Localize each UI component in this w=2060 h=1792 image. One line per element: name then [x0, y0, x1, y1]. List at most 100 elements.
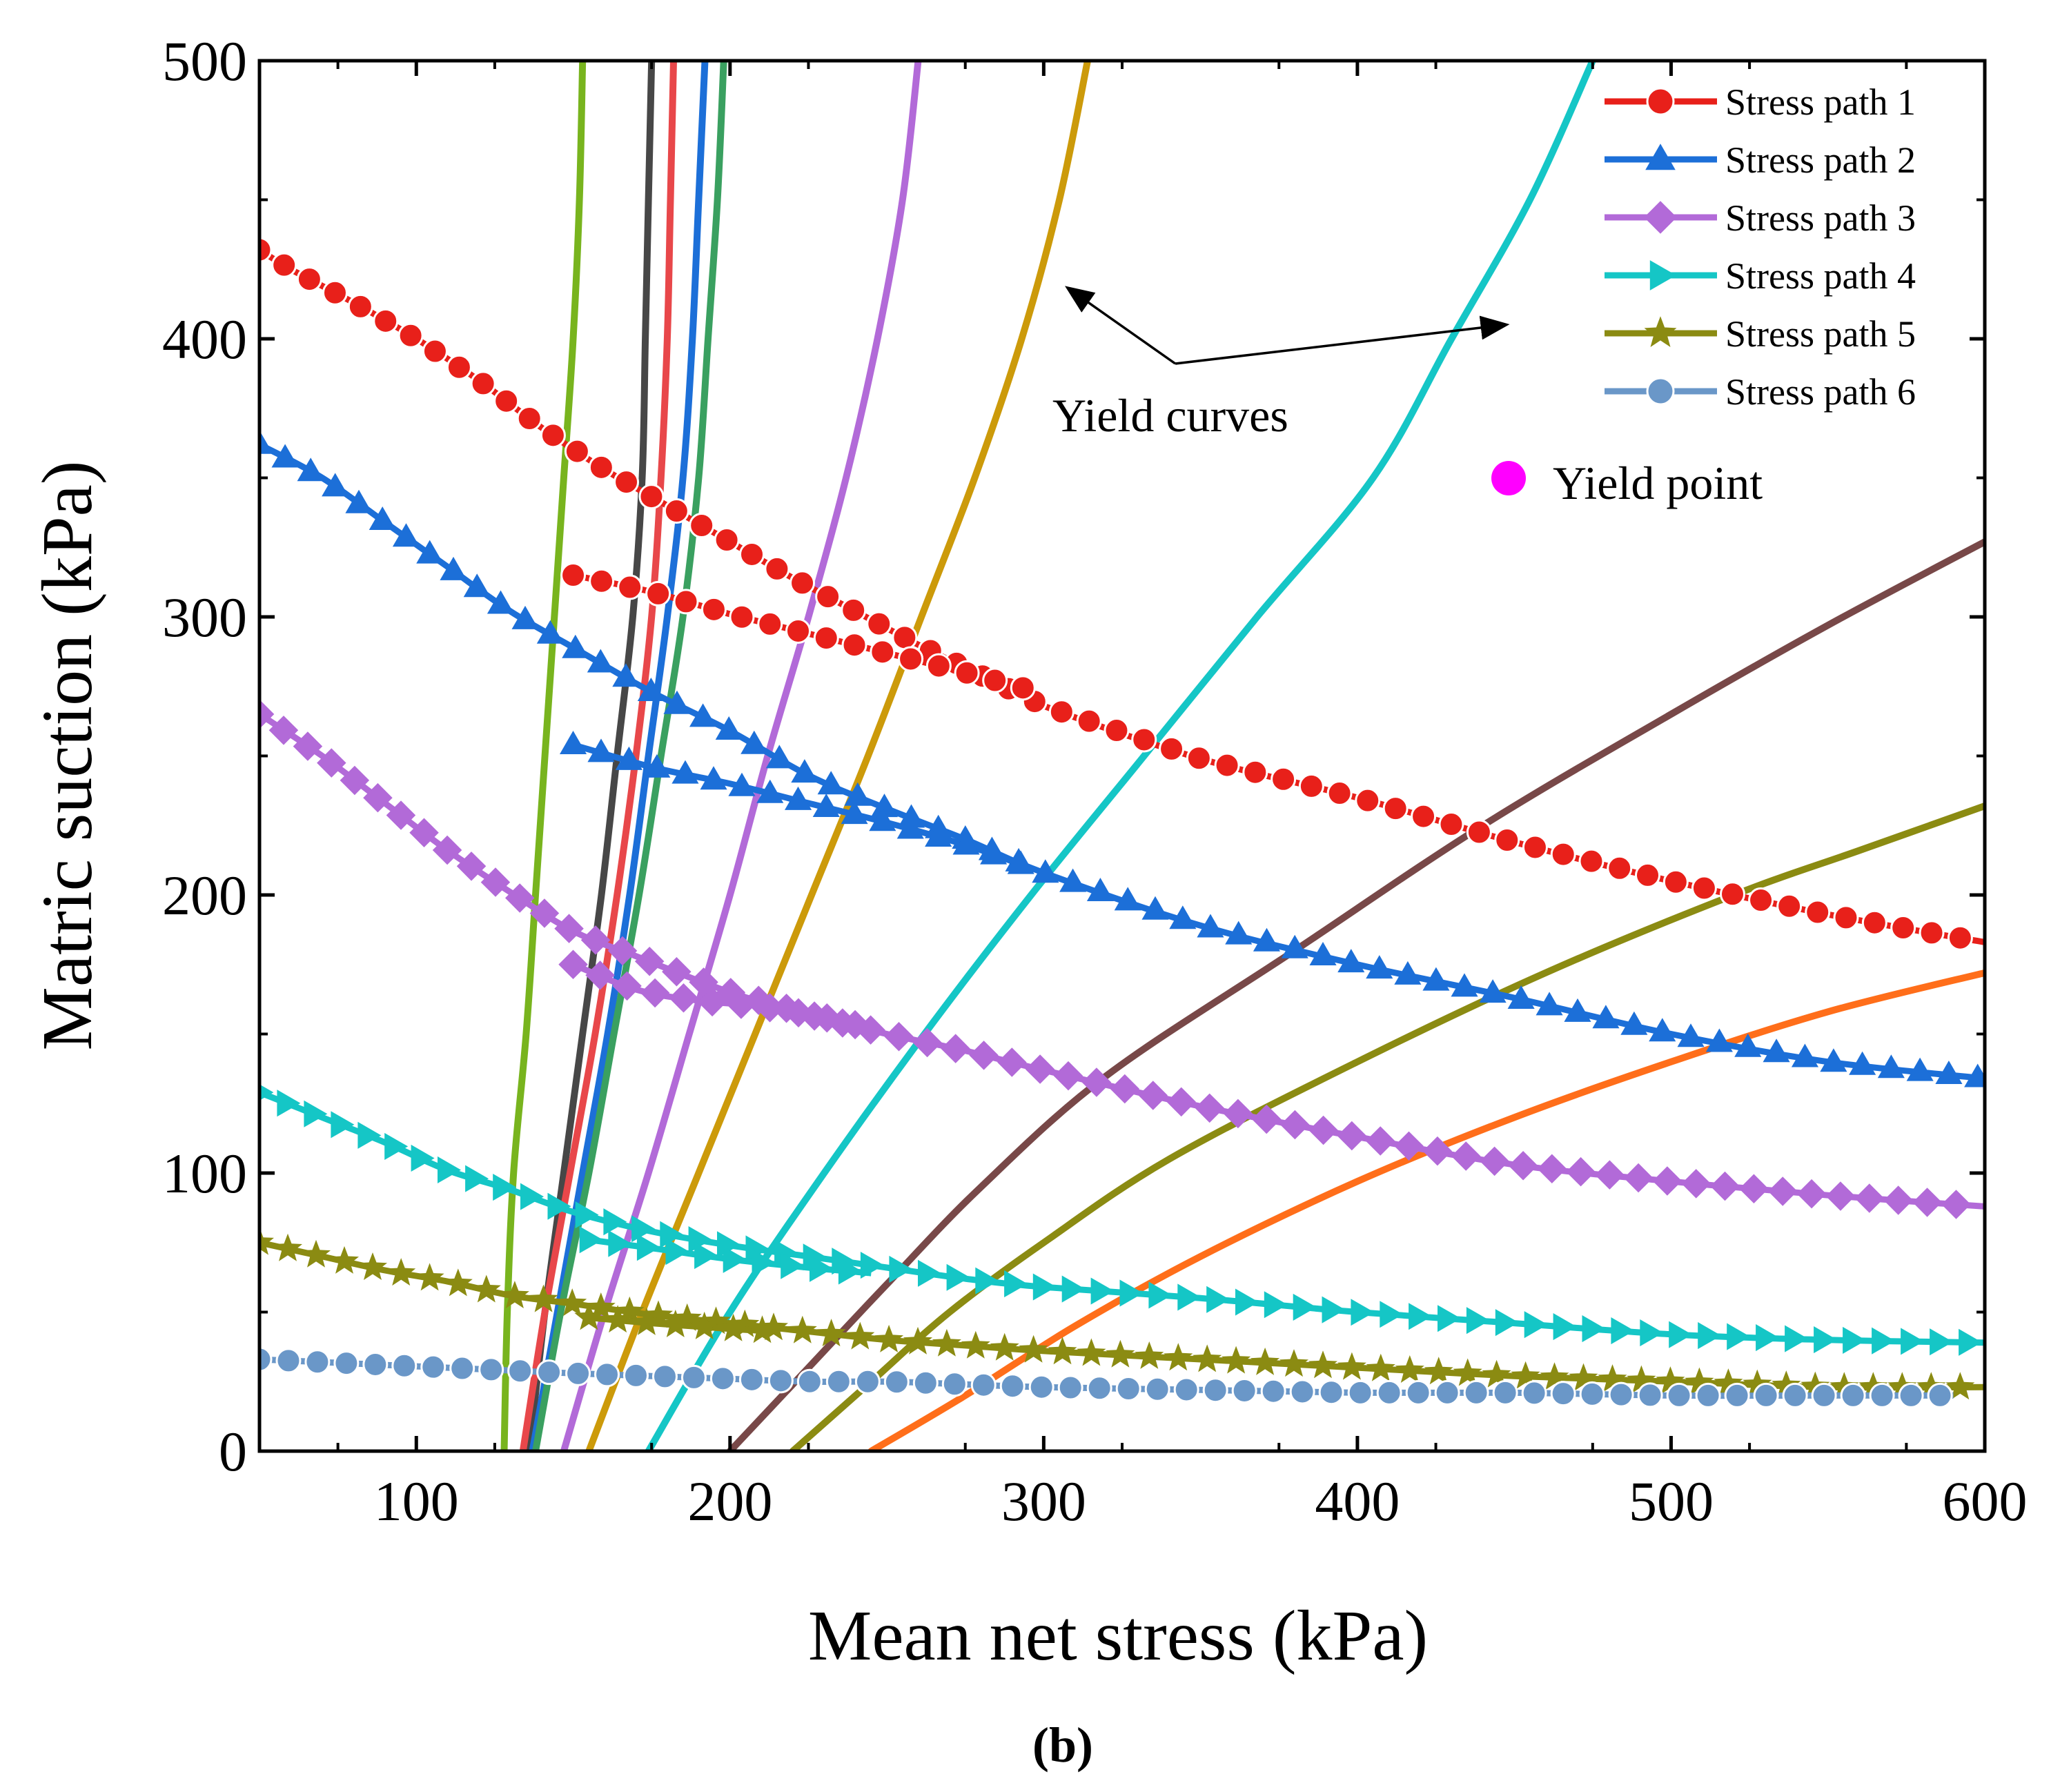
yield-point-label: Yield point — [1553, 457, 1763, 509]
point-stress-path-3 — [755, 993, 785, 1023]
point-stress-path-5 — [1164, 1343, 1193, 1371]
point-stress-path-2 — [1649, 1018, 1676, 1042]
point-stress-path-1 — [1776, 893, 1803, 919]
point-stress-path-1 — [789, 570, 816, 596]
point-stress-path-2 — [756, 779, 784, 803]
point-stress-path-5 — [1308, 1350, 1337, 1379]
point-stress-path-6 — [333, 1350, 360, 1377]
point-stress-path-6 — [1724, 1382, 1750, 1408]
point-stress-path-4 — [1814, 1326, 1838, 1354]
point-stress-path-1 — [373, 308, 399, 334]
point-stress-path-2 — [1763, 1038, 1790, 1063]
legend-marker — [1649, 260, 1676, 291]
point-stress-path-2 — [1536, 992, 1563, 1016]
series-stress-path-5 — [259, 1227, 1985, 1400]
point-stress-path-3 — [1595, 1160, 1625, 1190]
point-stress-path-4 — [1930, 1328, 1954, 1356]
point-stress-path-6 — [536, 1359, 562, 1386]
point-stress-path-4 — [717, 1231, 740, 1259]
yield-curve-7 — [585, 61, 1091, 1451]
point-stress-path-1 — [1662, 869, 1689, 895]
point-stress-path-2 — [587, 649, 614, 673]
point-stress-path-4 — [547, 1192, 571, 1220]
point-stress-path-5 — [718, 1313, 748, 1341]
point-stress-path-3 — [612, 971, 642, 1001]
point-stress-path-6 — [1492, 1379, 1518, 1406]
point-stress-path-1 — [841, 632, 867, 658]
point-stress-path-1 — [982, 667, 1008, 693]
yield-curves-arrow — [1065, 286, 1177, 365]
point-stress-path-1 — [560, 562, 587, 589]
point-stress-path-1 — [1691, 875, 1717, 901]
point-stress-path-2 — [643, 754, 671, 778]
point-stress-path-4 — [1148, 1281, 1173, 1309]
yield-curve-3 — [519, 61, 677, 1451]
point-stress-path-2 — [952, 831, 980, 855]
point-stress-path-5 — [529, 1284, 558, 1312]
point-stress-path-4 — [357, 1121, 382, 1149]
point-stress-path-5 — [701, 1306, 731, 1335]
point-stress-path-5 — [689, 1311, 719, 1339]
point-stress-path-2 — [271, 444, 299, 468]
point-stress-path-3 — [505, 883, 535, 913]
point-stress-path-5 — [816, 1319, 846, 1347]
point-stress-path-6 — [1898, 1382, 1924, 1408]
point-stress-path-6 — [594, 1361, 620, 1388]
point-stress-path-6 — [999, 1373, 1026, 1399]
point-stress-path-2 — [1197, 914, 1224, 938]
point-stress-path-2 — [1451, 973, 1478, 997]
point-stress-path-2 — [1281, 934, 1308, 958]
point-stress-path-2 — [1253, 927, 1280, 952]
point-stress-path-6 — [275, 1348, 302, 1374]
point-stress-path-5 — [845, 1321, 875, 1350]
point-stress-path-3 — [1394, 1131, 1424, 1161]
legend-label: Stress path 1 — [1725, 81, 1916, 123]
point-stress-path-4 — [304, 1100, 328, 1128]
point-stress-path-6 — [1608, 1381, 1634, 1408]
point-stress-path-2 — [785, 786, 812, 810]
legend-item-stress-path-6: Stress path 6 — [1605, 371, 1916, 413]
yield-curve-9 — [726, 538, 1985, 1451]
point-stress-path-4 — [1090, 1277, 1115, 1305]
point-stress-path-6 — [680, 1364, 707, 1390]
legend: Stress path 1 Stress path 2 Stress path 3 S… — [1605, 81, 1916, 413]
point-stress-path-1 — [259, 237, 273, 263]
point-stress-path-5 — [787, 1315, 817, 1343]
point-stress-path-1 — [1522, 834, 1548, 860]
point-stress-path-6 — [970, 1372, 997, 1398]
point-stress-path-3 — [1195, 1093, 1224, 1123]
point-stress-path-3 — [1681, 1169, 1711, 1199]
point-stress-path-1 — [1466, 819, 1492, 845]
point-stress-path-6 — [1405, 1379, 1431, 1406]
point-stress-path-4 — [1264, 1291, 1288, 1319]
point-stress-path-4 — [1901, 1328, 1925, 1355]
point-stress-path-3 — [884, 1022, 914, 1052]
point-stress-path-1 — [1494, 827, 1520, 853]
point-stress-path-4 — [1380, 1301, 1404, 1328]
point-stress-path-2 — [841, 800, 868, 825]
point-stress-path-4 — [1177, 1283, 1201, 1311]
point-stress-path-1 — [815, 584, 841, 610]
legend-label: Stress path 4 — [1725, 255, 1916, 297]
legend-label: Stress path 3 — [1725, 197, 1916, 239]
point-stress-path-1 — [1635, 862, 1661, 888]
point-stress-path-2 — [812, 794, 840, 817]
point-stress-path-2 — [1422, 967, 1450, 991]
point-stress-path-6 — [1028, 1374, 1054, 1400]
x-tick-label: 500 — [1629, 1470, 1714, 1533]
point-stress-path-4 — [1466, 1307, 1490, 1335]
point-stress-path-3 — [1280, 1110, 1310, 1140]
point-stress-path-3 — [1537, 1154, 1567, 1183]
point-stress-path-4 — [1756, 1324, 1780, 1352]
point-stress-path-6 — [1086, 1375, 1112, 1401]
yield-curve-10 — [789, 803, 1985, 1451]
point-stress-path-5 — [358, 1252, 387, 1280]
point-stress-path-5 — [1540, 1362, 1569, 1390]
point-stress-path-1 — [1411, 803, 1437, 829]
point-stress-path-2 — [1114, 887, 1141, 911]
point-stress-path-5 — [672, 1303, 702, 1331]
point-stress-path-2 — [416, 540, 444, 564]
point-stress-path-2 — [1820, 1048, 1847, 1072]
point-stress-path-2 — [1564, 998, 1591, 1022]
point-stress-path-2 — [1705, 1028, 1733, 1052]
